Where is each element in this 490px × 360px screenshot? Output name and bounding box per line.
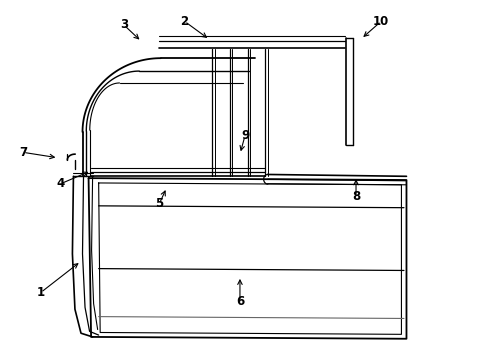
Text: 9: 9 (241, 129, 249, 142)
Text: 2: 2 (180, 15, 189, 28)
Text: 8: 8 (352, 190, 360, 203)
Text: 5: 5 (155, 198, 163, 211)
Text: 10: 10 (373, 15, 390, 28)
Text: 7: 7 (19, 146, 27, 159)
Text: 4: 4 (57, 177, 65, 190)
Text: 3: 3 (120, 18, 128, 31)
Text: 6: 6 (236, 295, 244, 309)
Text: 1: 1 (37, 286, 45, 299)
